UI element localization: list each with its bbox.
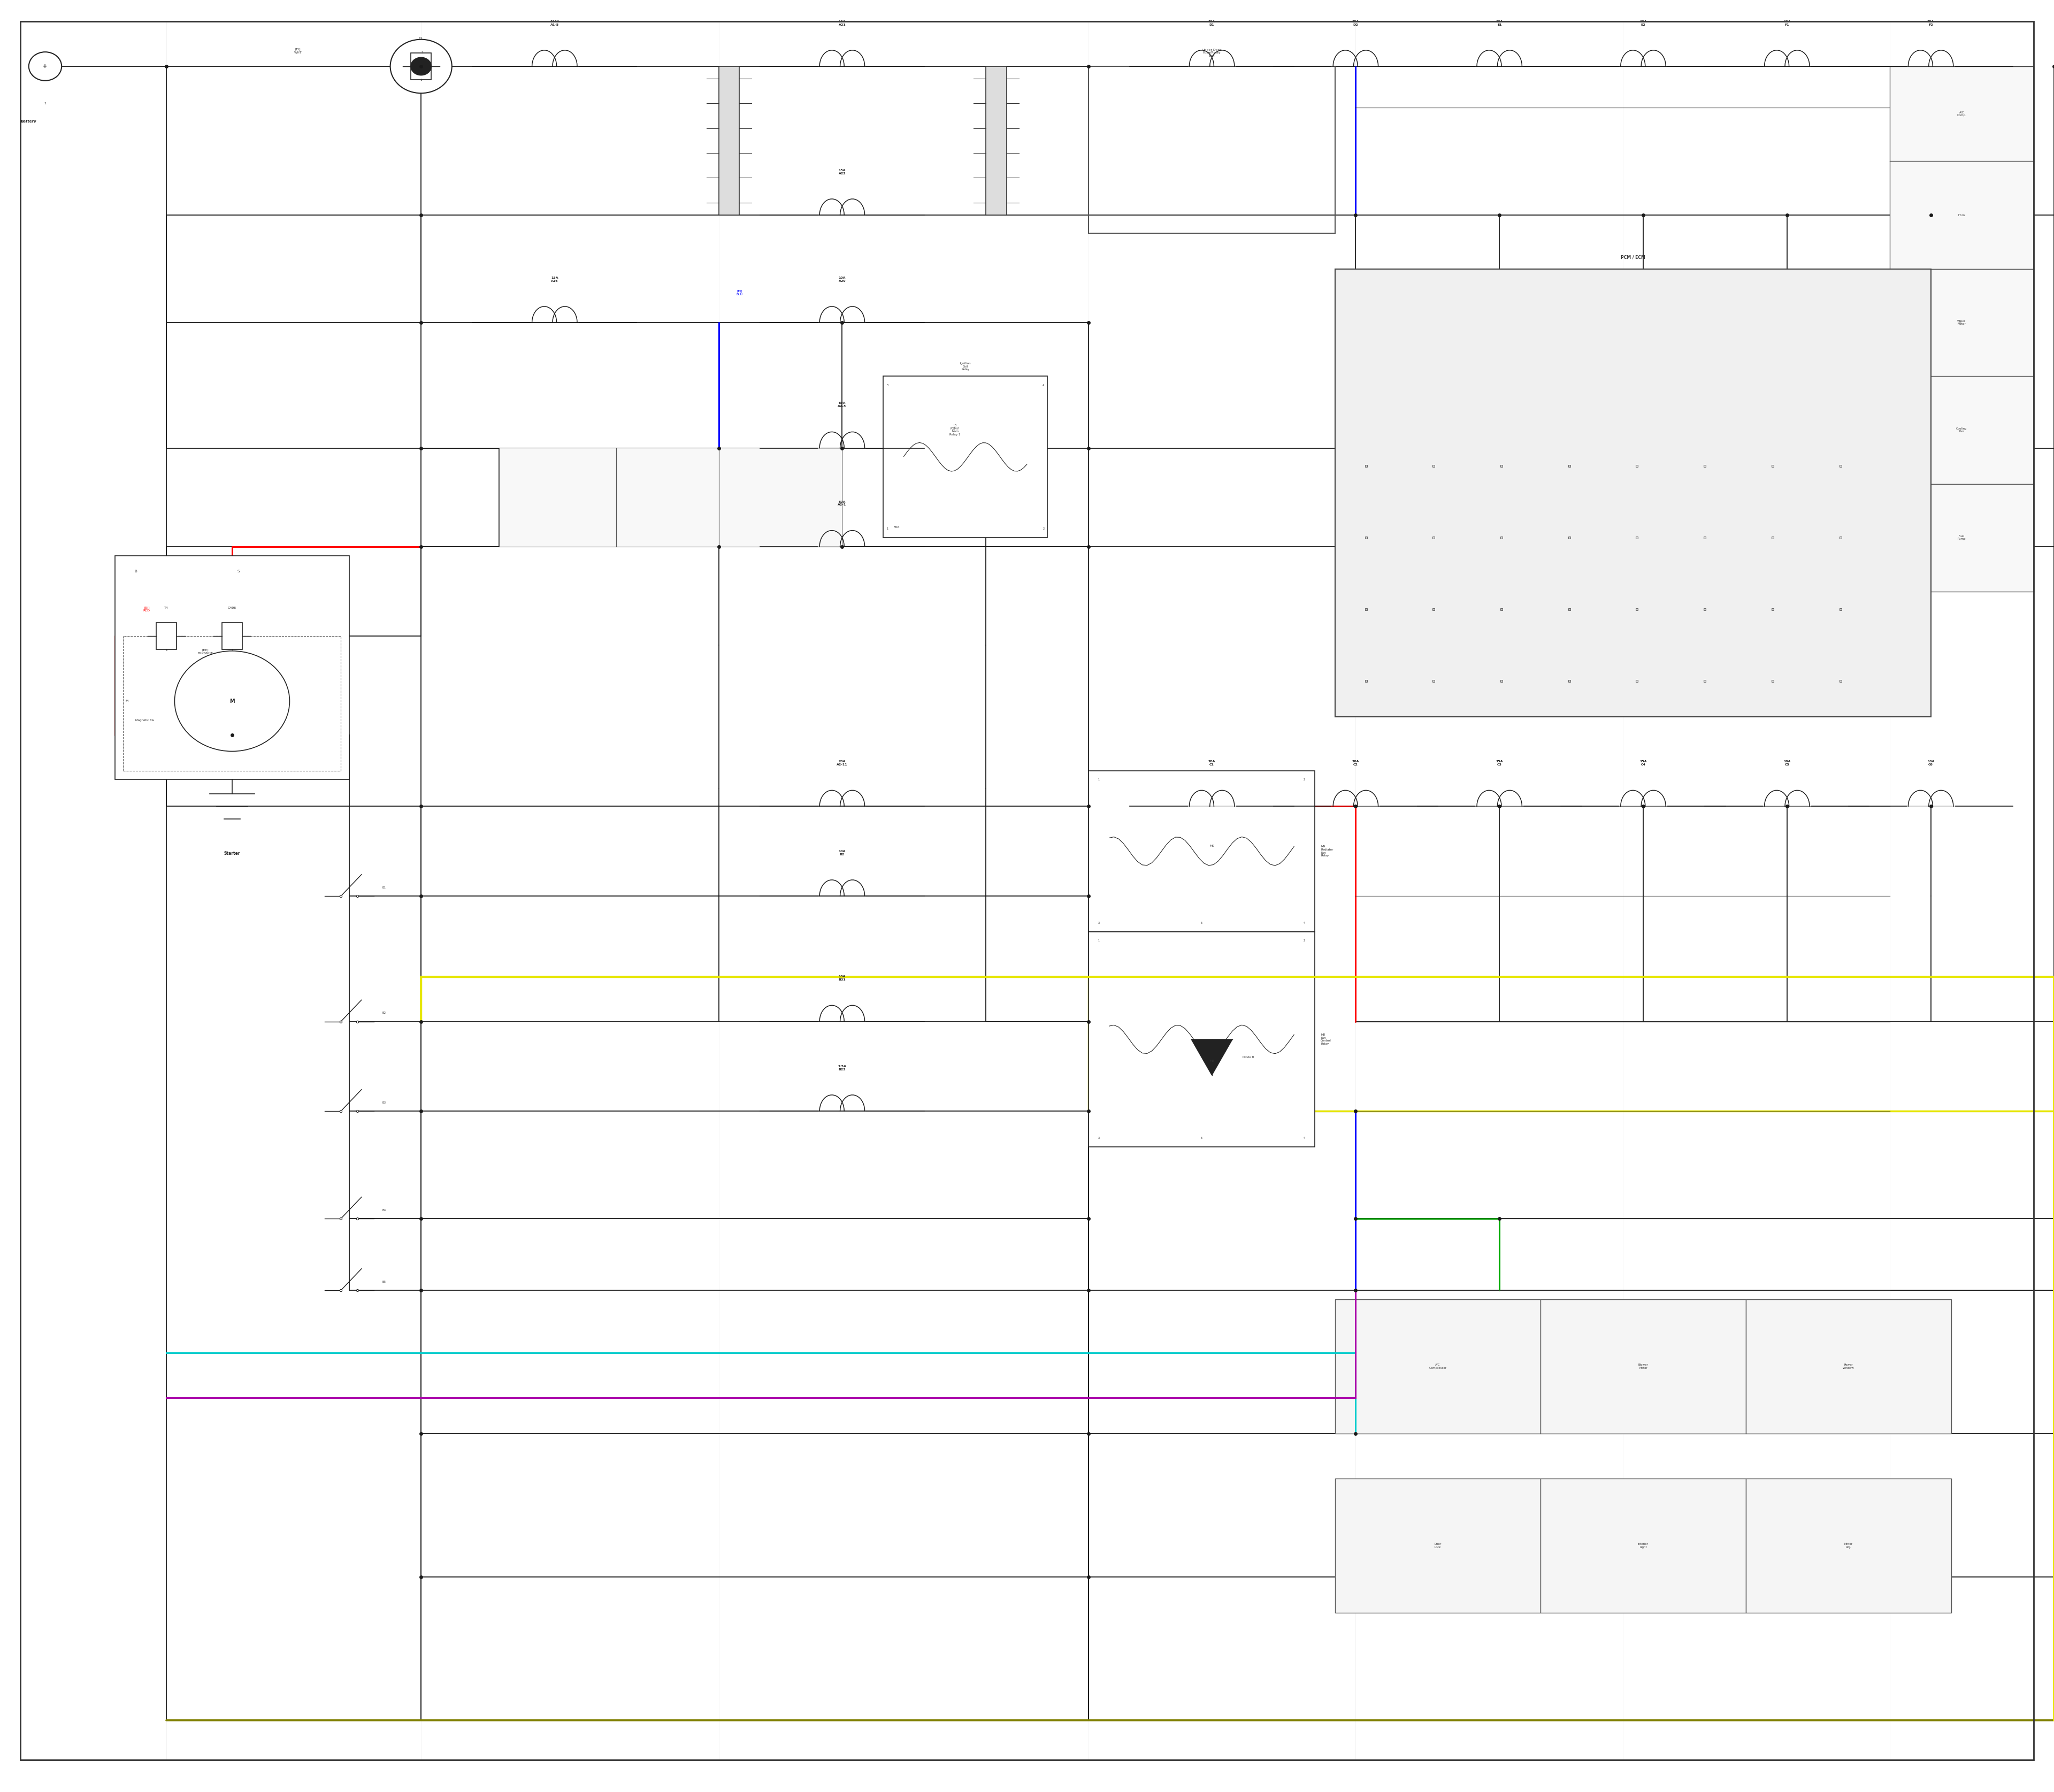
- Text: 10A
B31: 10A B31: [838, 975, 846, 982]
- Text: A/C
Comp.: A/C Comp.: [1957, 111, 1966, 116]
- Text: 7.5A
B22: 7.5A B22: [838, 1064, 846, 1070]
- Text: 10A
F1: 10A F1: [1783, 20, 1791, 27]
- Bar: [616, 448, 719, 547]
- Text: Cooling
Fan: Cooling Fan: [1955, 426, 1968, 434]
- Text: 15A
D2: 15A D2: [1352, 20, 1360, 27]
- Bar: [1540, 1478, 1746, 1613]
- Bar: [1089, 771, 1315, 932]
- Text: Door
Lock: Door Lock: [1434, 1543, 1442, 1548]
- Bar: [123, 636, 341, 771]
- Text: 20A
A2-11: 20A A2-11: [836, 760, 848, 767]
- Text: PCM / ECM: PCM / ECM: [1621, 254, 1645, 260]
- Text: 1: 1: [43, 102, 47, 104]
- Text: 15A
A21: 15A A21: [838, 20, 846, 27]
- Circle shape: [390, 39, 452, 93]
- Text: 10A
E1: 10A E1: [1495, 20, 1504, 27]
- Text: B5: B5: [382, 1281, 386, 1283]
- Text: B: B: [134, 570, 138, 573]
- Text: [EJ]
BLU: [EJ] BLU: [735, 290, 744, 296]
- Text: +: +: [43, 65, 47, 68]
- Text: 15A
A16: 15A A16: [550, 276, 559, 283]
- Text: M44: M44: [893, 527, 900, 529]
- Text: M: M: [230, 699, 234, 704]
- Circle shape: [175, 650, 290, 751]
- Text: C406: C406: [228, 607, 236, 609]
- Text: Blower
Motor: Blower Motor: [1639, 1364, 1647, 1369]
- Text: S: S: [236, 570, 240, 573]
- Text: 10A
A29: 10A A29: [838, 276, 846, 283]
- Text: M8: M8: [1210, 1059, 1214, 1063]
- Text: 10A
C5: 10A C5: [1783, 760, 1791, 767]
- Circle shape: [411, 57, 431, 75]
- Bar: [1890, 269, 2033, 376]
- Text: Wiper
Motor: Wiper Motor: [1957, 319, 1966, 326]
- Text: Diode B: Diode B: [1243, 1055, 1255, 1059]
- Text: B1: B1: [382, 887, 386, 889]
- Text: [EE]
BLK/WHT: [EE] BLK/WHT: [197, 649, 214, 654]
- Text: B2: B2: [382, 1012, 386, 1014]
- Text: 15A
C3: 15A C3: [1495, 760, 1504, 767]
- Text: 15A
C4: 15A C4: [1639, 760, 1647, 767]
- Bar: [719, 66, 739, 215]
- Text: M8
Fan
Control
Relay: M8 Fan Control Relay: [1321, 1034, 1331, 1045]
- Text: 15A
D1: 15A D1: [1208, 20, 1216, 27]
- Text: [EJ]
RED: [EJ] RED: [144, 606, 150, 613]
- Text: M: M: [125, 701, 127, 702]
- Text: Under-Dash
Fuse/Relay
Box: Under-Dash Fuse/Relay Box: [1202, 48, 1222, 57]
- Text: M9
Radiator
Fan
Relay: M9 Radiator Fan Relay: [1321, 846, 1333, 857]
- Bar: [411, 52, 431, 79]
- Text: 10A
E2: 10A E2: [1639, 20, 1647, 27]
- Bar: [115, 556, 349, 780]
- Text: 20A
C1: 20A C1: [1208, 760, 1216, 767]
- Text: M9: M9: [1210, 844, 1214, 848]
- Text: 50A
A2-1: 50A A2-1: [838, 500, 846, 507]
- Text: B4: B4: [382, 1210, 386, 1211]
- Text: Interior
Light: Interior Light: [1637, 1543, 1649, 1548]
- Text: 60A
A2-3: 60A A2-3: [838, 401, 846, 409]
- Bar: [1746, 1299, 1951, 1434]
- Text: Starter: Starter: [224, 851, 240, 857]
- Text: Mirror
Adj.: Mirror Adj.: [1844, 1543, 1853, 1548]
- Bar: [499, 448, 616, 547]
- Bar: [1335, 1299, 1540, 1434]
- Text: 20A
C2: 20A C2: [1352, 760, 1360, 767]
- Text: 15A
F2: 15A F2: [1927, 20, 1935, 27]
- Text: 10A
B2: 10A B2: [838, 849, 846, 857]
- Text: Ignition
Coil
Relay: Ignition Coil Relay: [959, 362, 972, 371]
- Text: Horn: Horn: [1957, 213, 1966, 217]
- Bar: [1890, 161, 2033, 269]
- Bar: [986, 66, 1006, 215]
- Bar: [222, 624, 242, 650]
- Text: B3: B3: [382, 1102, 386, 1104]
- Bar: [1890, 66, 2033, 161]
- Bar: [1089, 66, 1335, 233]
- Bar: [1890, 376, 2033, 484]
- Bar: [1335, 1478, 1540, 1613]
- Polygon shape: [1191, 1039, 1232, 1075]
- Text: 10A
C6: 10A C6: [1927, 760, 1935, 767]
- Bar: [1335, 269, 1931, 717]
- Text: Magnetic Sw: Magnetic Sw: [136, 719, 154, 722]
- Text: A/C
Compressor: A/C Compressor: [1430, 1364, 1446, 1369]
- Text: Battery: Battery: [21, 120, 37, 124]
- Circle shape: [29, 52, 62, 81]
- Text: [EI]
WHT: [EI] WHT: [294, 48, 302, 54]
- Bar: [1746, 1478, 1951, 1613]
- Text: T4: T4: [164, 607, 168, 609]
- Bar: [156, 624, 177, 650]
- Text: Power
Window: Power Window: [1842, 1364, 1855, 1369]
- Bar: [1890, 484, 2033, 591]
- Bar: [719, 448, 842, 547]
- Text: T1: T1: [419, 38, 423, 39]
- Bar: [1089, 932, 1315, 1147]
- Text: 15A
A22: 15A A22: [838, 168, 846, 176]
- Text: Fuel
Pump: Fuel Pump: [1957, 534, 1966, 541]
- Bar: [1540, 1299, 1746, 1434]
- Text: L5
PGM-F
Main
Relay 1: L5 PGM-F Main Relay 1: [949, 425, 961, 435]
- Bar: [883, 376, 1048, 538]
- Text: 100A
A1-5: 100A A1-5: [550, 20, 559, 27]
